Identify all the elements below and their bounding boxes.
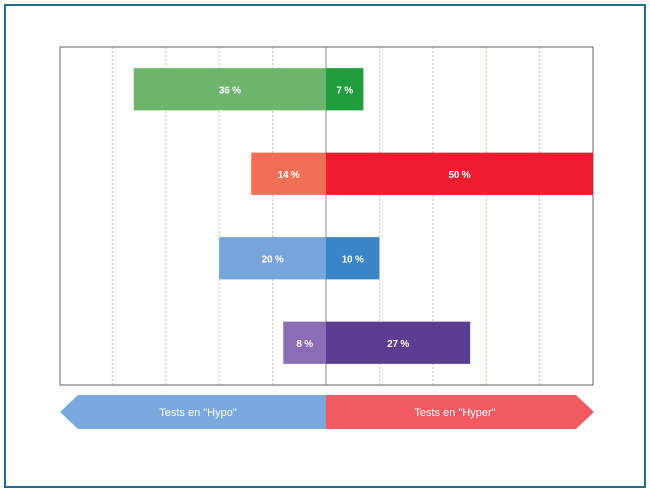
legend-arrows: Tests en "Hypo" Tests en "Hyper" (60, 395, 594, 429)
hypo-bar-label: 20 % (262, 254, 284, 265)
hyper-bar (326, 321, 471, 364)
bars: 36 % 7 % 14 % 50 % 20 % 10 % 8 % 27 % (133, 68, 593, 364)
hyper-bar-label: 50 % (449, 170, 471, 181)
hyper-bar (326, 237, 380, 280)
hyper-bar-label: 7 % (336, 85, 353, 96)
hyper-bar-label: 10 % (342, 254, 364, 265)
hypo-legend-label: Tests en "Hypo" (159, 407, 237, 419)
hyper-bar-label: 27 % (387, 339, 409, 350)
hypo-arrow (60, 395, 326, 429)
hyper-bar (326, 152, 593, 195)
hyper-legend-label: Tests en "Hyper" (414, 407, 495, 419)
hypo-bar (283, 321, 326, 364)
hypo-bar (251, 152, 326, 195)
hypo-bar (219, 237, 326, 280)
hyper-arrow (326, 395, 594, 429)
hypo-bar-label: 36 % (219, 85, 241, 96)
hypo-bar-label: 8 % (296, 339, 313, 350)
hypo-bar (133, 68, 326, 111)
hypo-bar-label: 14 % (278, 170, 300, 181)
hyper-bar (326, 68, 364, 111)
